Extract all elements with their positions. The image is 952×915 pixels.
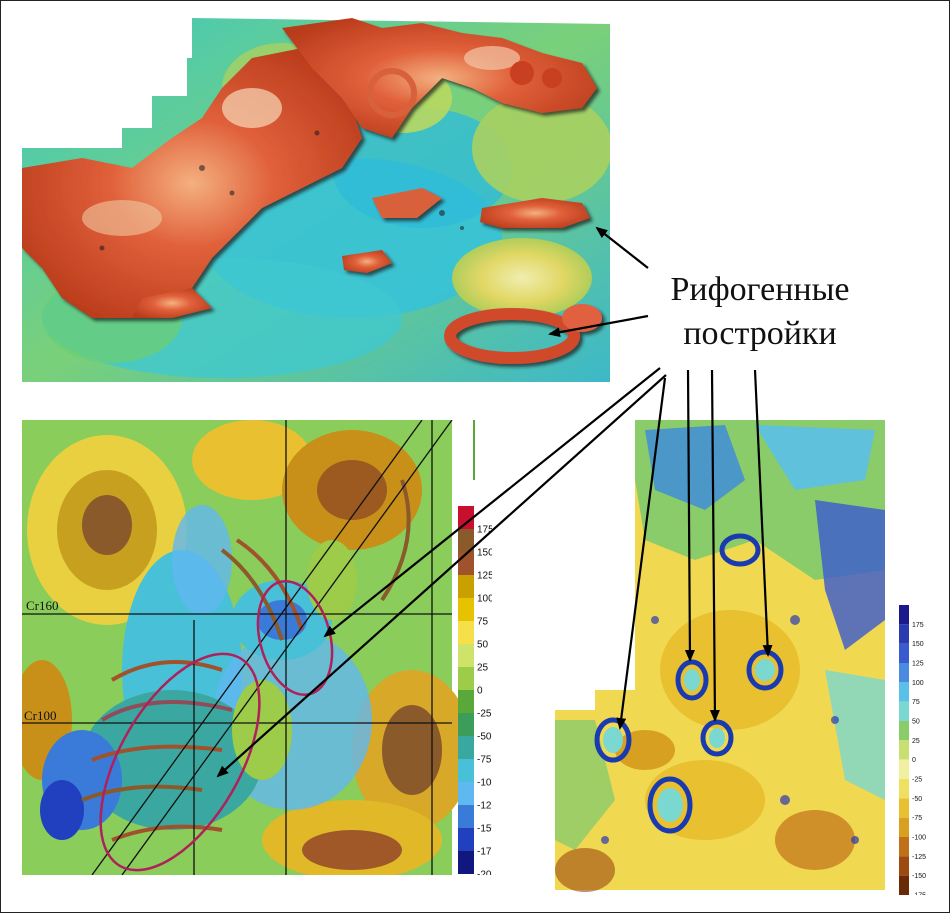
right-scale-tick-label: 0	[912, 757, 916, 764]
right-scale-swatch	[899, 798, 909, 818]
right-color-scale: 175 150 125 100 75 50 25 0 -25 -50 -75 -100 -125 -150…	[899, 605, 926, 895]
right-scale-tick-label: -50	[912, 796, 922, 803]
right-scale-tick-label: 100	[912, 680, 924, 687]
left-scale-swatch	[458, 552, 474, 575]
left-contour-map: Cr160 Cr100 175 150 125 100 75 50 25 0 -25 -50 -75…	[22, 420, 492, 875]
left-scale-tick-label: 125	[477, 571, 492, 582]
right-attribute-svg: 175 150 125 100 75 50 25 0 -25 -50 -75 -100 -125 -150…	[555, 420, 926, 895]
right-scale-tick-label: -100	[912, 834, 926, 841]
left-scale-swatch	[458, 529, 474, 552]
right-scale-swatch	[899, 875, 909, 895]
right-scale-tick-label: 125	[912, 660, 924, 667]
left-scale-swatch	[458, 805, 474, 828]
right-scale-tick-label: 50	[912, 718, 920, 725]
left-scale-swatch	[458, 667, 474, 690]
right-scale-swatch	[899, 682, 909, 702]
left-scale-tick-label: -50	[477, 732, 492, 743]
left-scale-swatch	[458, 736, 474, 759]
right-scale-tick-label: 25	[912, 738, 920, 745]
left-scale-swatch	[458, 759, 474, 782]
left-scale-tick-label: -175	[477, 847, 492, 858]
left-scale-tick-label: 75	[477, 617, 489, 628]
top-relief-svg	[22, 18, 610, 382]
right-scale-swatch	[899, 817, 909, 837]
left-color-scale: 175 150 125 100 75 50 25 0 -25 -50 -75 -100 -125 -150…	[458, 506, 492, 875]
left-scale-tick-label: -100	[477, 778, 492, 789]
grid-label-cr100: Cr100	[24, 708, 57, 723]
left-scale-swatch	[458, 782, 474, 805]
left-scale-tick-label: 25	[477, 663, 489, 674]
left-scale-tick-label: 50	[477, 640, 489, 651]
right-attribute-map: 175 150 125 100 75 50 25 0 -25 -50 -75 -100 -125 -150…	[555, 420, 930, 895]
right-scale-swatch	[899, 856, 909, 876]
grid-label-cr160: Cr160	[26, 598, 59, 613]
right-scale-swatch	[899, 605, 909, 625]
right-scale-tick-label: -125	[912, 854, 926, 861]
left-contour-svg: Cr160 Cr100 175 150 125 100 75 50 25 0 -25 -50 -75…	[22, 420, 492, 875]
top-relief-map	[22, 18, 610, 382]
right-scale-swatch	[899, 779, 909, 799]
right-scale-swatch	[899, 759, 909, 779]
right-scale-tick-label: 75	[912, 699, 920, 706]
left-scale-tick-label: 150	[477, 548, 492, 559]
left-scale-tick-label: -75	[477, 755, 492, 766]
left-scale-swatch	[458, 621, 474, 644]
right-scale-tick-label: 150	[912, 641, 924, 648]
right-scale-tick-label: -75	[912, 815, 922, 822]
left-scale-swatch	[458, 506, 474, 529]
right-scale-swatch	[899, 701, 909, 721]
left-scale-tick-label: 175	[477, 525, 492, 536]
left-scale-tick-label: -150	[477, 824, 492, 835]
left-scale-swatch	[458, 828, 474, 851]
right-scale-swatch	[899, 721, 909, 741]
annotation-line-2: постройки	[683, 315, 837, 352]
right-scale-swatch	[899, 740, 909, 760]
right-scale-tick-label: -25	[912, 776, 922, 783]
left-scale-tick-label: 100	[477, 594, 492, 605]
left-scale-swatch	[458, 644, 474, 667]
left-scale-tick-label: -200	[477, 870, 492, 876]
left-scale-swatch	[458, 690, 474, 713]
left-scale-tick-label: -25	[477, 709, 492, 720]
right-scale-tick-label: 175	[912, 622, 924, 629]
left-scale-tick-label: 0	[477, 686, 483, 697]
right-scale-swatch	[899, 643, 909, 663]
right-scale-tick-label: -150	[912, 873, 926, 880]
right-scale-swatch	[899, 663, 909, 683]
annotation-line-1: Рифогенные	[670, 271, 850, 308]
left-scale-swatch	[458, 575, 474, 598]
left-scale-swatch	[458, 713, 474, 736]
reef-annotation: Рифогенные постройки	[640, 268, 880, 356]
left-scale-tick-label: -125	[477, 801, 492, 812]
left-scale-swatch	[458, 598, 474, 621]
left-scale-swatch	[458, 851, 474, 874]
right-scale-swatch	[899, 837, 909, 857]
right-scale-tick-label: -175	[912, 892, 926, 895]
right-scale-swatch	[899, 624, 909, 644]
